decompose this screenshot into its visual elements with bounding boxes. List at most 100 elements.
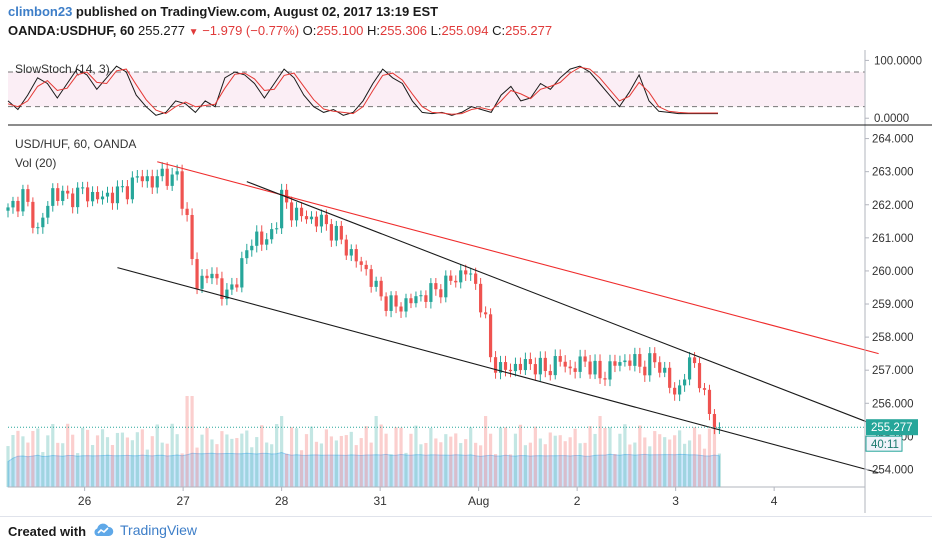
candle-body <box>364 264 368 270</box>
candle <box>135 169 139 183</box>
countdown-badge <box>865 435 903 452</box>
candle <box>374 276 378 292</box>
candle <box>558 349 562 367</box>
candle <box>339 221 343 245</box>
volume-bar <box>46 435 50 487</box>
candle-body <box>593 360 597 375</box>
ohlc-line: OANDA:USDHUF, 60 255.277 ▼ −1.979 (−0.77… <box>8 23 552 38</box>
candle-body <box>205 275 209 279</box>
candle <box>618 355 622 372</box>
candle-body <box>697 363 702 389</box>
candle-body <box>484 312 488 315</box>
candle <box>643 360 647 382</box>
candle <box>215 267 219 285</box>
stochastic-pane[interactable]: SlowStoch (14, 3) <box>7 62 865 116</box>
stoch-tick-label: 0.0000 <box>874 113 909 125</box>
volume-bar <box>36 428 40 487</box>
candle <box>598 354 602 384</box>
volume-bar <box>543 444 547 487</box>
price-tick-label: 263.000 <box>872 167 914 179</box>
candle-body <box>314 216 319 227</box>
candle <box>56 183 60 206</box>
candle <box>86 181 90 208</box>
candle <box>712 409 717 435</box>
volume-bar <box>429 427 433 487</box>
symbol-label[interactable]: OANDA:USDHUF, 60 <box>8 23 135 38</box>
candle-body <box>90 191 95 202</box>
tradingview-brand[interactable]: TradingView <box>92 522 197 538</box>
volume-bar <box>245 430 249 487</box>
candle-body <box>503 362 508 370</box>
candle <box>573 361 577 379</box>
volume-bar <box>66 423 70 487</box>
candle <box>115 180 120 210</box>
candle <box>275 222 279 234</box>
footer-bar: Created with TradingView <box>0 516 932 551</box>
candle <box>369 264 373 293</box>
candle <box>245 243 249 264</box>
candle-body <box>294 207 299 221</box>
volume-bar <box>289 427 294 487</box>
candle-body <box>449 275 453 281</box>
volume-bar <box>100 429 105 487</box>
volume-bar <box>394 427 398 487</box>
volume-bar <box>578 443 582 487</box>
volume-bar <box>339 435 343 487</box>
candle <box>21 184 25 217</box>
candle <box>185 202 189 222</box>
volume-bar <box>459 443 463 487</box>
candle <box>404 293 408 318</box>
candle-body <box>508 369 513 372</box>
candle-body <box>299 207 304 217</box>
volume-bar <box>195 447 199 487</box>
candle <box>419 290 423 302</box>
candle-body <box>653 353 657 363</box>
candle-body <box>155 176 159 188</box>
author-name[interactable]: climbon23 <box>8 4 73 19</box>
volume-bar <box>648 446 652 487</box>
volume-bar <box>707 428 712 487</box>
volume-bar <box>200 434 204 487</box>
candle <box>613 354 617 373</box>
volume-bar <box>493 454 498 487</box>
last-price-badge <box>866 419 918 436</box>
candle <box>324 209 328 231</box>
volume-bar <box>613 453 617 487</box>
candle <box>439 284 443 304</box>
candle-body <box>623 360 627 363</box>
volume-bar <box>61 443 65 487</box>
volume-bar <box>294 428 299 487</box>
candle-body <box>523 359 527 371</box>
candle-body <box>474 273 478 284</box>
candle <box>493 351 498 379</box>
volume-bar <box>21 436 25 487</box>
volume-bar <box>210 439 214 487</box>
candle-body <box>329 224 333 241</box>
candle-body <box>6 207 10 211</box>
candle <box>409 293 413 309</box>
candle <box>294 202 299 227</box>
candle-body <box>414 296 418 304</box>
price-tick-label: 254.000 <box>872 464 914 476</box>
volume-title: Vol (20) <box>15 156 56 170</box>
candle <box>6 203 10 218</box>
candle-body <box>613 361 617 366</box>
candle <box>349 244 353 262</box>
candle <box>130 171 134 204</box>
price-tick-label: 256.000 <box>872 398 914 410</box>
candle-body <box>160 168 164 177</box>
candle <box>170 167 174 191</box>
volume-bar <box>683 443 687 487</box>
candle-body <box>344 239 348 256</box>
price-pane[interactable]: USD/HUF, 60, OANDA Vol (20) <box>6 137 879 488</box>
volume-bar <box>668 439 672 487</box>
volume-bar <box>280 416 284 487</box>
chart-canvas[interactable]: SlowStoch (14, 3) USD/HUF, 60, OANDA Vol … <box>0 0 932 516</box>
volume-bars <box>6 396 722 488</box>
volume-bar <box>623 424 627 487</box>
volume-bar <box>230 438 234 487</box>
tradingview-cloud-icon <box>94 523 114 536</box>
volume-bar <box>304 434 309 487</box>
candle-body <box>488 314 493 358</box>
candle <box>359 256 363 272</box>
